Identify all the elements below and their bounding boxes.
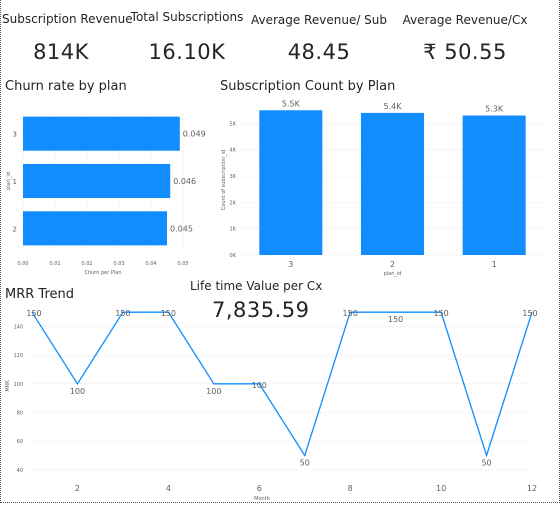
data-label: 150 (343, 309, 358, 318)
kpi-value: ₹ 50.55 (423, 40, 507, 64)
data-label: 150 (161, 309, 176, 318)
y-tick-label: 40 (17, 468, 23, 474)
data-label: 150 (388, 315, 403, 324)
data-label: 150 (115, 309, 130, 318)
x-tick-label: 10 (436, 484, 446, 493)
x-tick-label: 0.04 (145, 261, 156, 267)
bar (462, 115, 526, 256)
y-tick-label: 5K (230, 121, 237, 127)
y-tick-label: 1K (230, 227, 237, 233)
kpi-total-subscriptions[interactable]: Total Subscriptions 16.10K (130, 10, 244, 64)
y-tick-label: 0K (230, 253, 237, 259)
x-tick-label: 1 (492, 260, 497, 269)
y-tick-label: 2K (230, 200, 237, 206)
churn-chart-title: Churn rate by plan (5, 79, 127, 94)
data-label: 5.3K (485, 105, 504, 114)
ltv-title: Life time Value per Cx (190, 279, 323, 293)
x-tick-label: 6 (257, 484, 262, 493)
kpi-label: Average Revenue/ Sub (250, 13, 388, 27)
mrr-chart-title: MRR Trend (5, 287, 74, 302)
data-label: 0.049 (183, 130, 206, 139)
data-label: 150 (522, 309, 537, 318)
kpi-average-revenue-sub[interactable]: Average Revenue/ Sub 48.45 (250, 13, 388, 64)
subscription-count-chart: 0K 1K 2K 3K 4K 5K 5.5K 3 5.4K 2 5.3K 1 plan_id Count … (221, 99, 545, 277)
x-tick-label: 3 (288, 260, 293, 269)
data-label: 150 (26, 309, 41, 318)
x-tick-label: 8 (348, 484, 353, 493)
mrr-line (31, 311, 533, 458)
data-label: 0.046 (173, 177, 196, 186)
bar (23, 211, 167, 246)
x-tick-label: 2 (390, 260, 395, 269)
data-label: 100 (252, 381, 267, 390)
bar (259, 110, 323, 256)
kpi-subscription-revenue[interactable]: Subscription Revenue 814K (2, 12, 133, 64)
x-tick-label: 0.05 (177, 261, 188, 267)
data-label: 50 (300, 459, 310, 468)
y-tick-label: 2 (13, 225, 17, 233)
kpi-value: 16.10K (148, 40, 226, 64)
data-label: 100 (70, 387, 85, 396)
y-tick-label: 120 (13, 353, 23, 359)
y-tick-label: 1 (13, 178, 17, 186)
kpi-value: 814K (33, 40, 89, 64)
bar (360, 112, 425, 255)
ltv-value: 7,835.59 (212, 298, 310, 322)
bar (23, 116, 180, 151)
y-tick-label: 4K (230, 148, 237, 154)
kpi-value: 48.45 (287, 40, 351, 64)
kpi-label: Subscription Revenue (2, 12, 133, 26)
data-label: 50 (481, 459, 491, 468)
data-label: 0.045 (170, 224, 193, 233)
x-tick-label: 0.02 (81, 261, 92, 267)
y-tick-label: 100 (13, 382, 23, 388)
x-axis-title: Churn per Plan (84, 270, 121, 276)
x-tick-label: 0.03 (113, 261, 124, 267)
data-label: 150 (433, 309, 448, 318)
kpi-average-revenue-cx[interactable]: Average Revenue/Cx ₹ 50.55 (400, 13, 530, 64)
y-axis-title: Count of subscription_id (221, 150, 227, 210)
bar (23, 163, 171, 199)
kpi-label: Total Subscriptions (130, 10, 244, 24)
data-label: 5.5K (282, 99, 301, 108)
x-tick-label: 4 (166, 484, 171, 493)
y-tick-label: 140 (13, 325, 23, 331)
x-axis-title: Month (254, 496, 270, 500)
y-axis-title: plan_id (6, 172, 12, 190)
y-tick-label: 3K (230, 174, 237, 180)
churn-rate-chart: 0.00 0.01 0.02 0.03 0.04 0.05 3 0.049 1 0.046 2 0.0… (6, 110, 206, 276)
y-tick-label: 3 (13, 131, 17, 139)
mrr-trend-chart: 40 60 80 100 120 140 2 4 6 8 10 12 150 100 150 150 100 10… (5, 309, 538, 500)
y-tick-label: 60 (17, 439, 23, 445)
x-axis-title: plan_id (384, 271, 402, 277)
kpi-label: Average Revenue/Cx (402, 13, 528, 27)
x-tick-label: 2 (75, 484, 80, 493)
x-tick-label: 12 (527, 484, 537, 493)
data-label: 5.4K (384, 102, 403, 111)
data-label: 100 (206, 387, 221, 396)
x-tick-label: 0.00 (17, 261, 28, 267)
x-tick-label: 0.01 (49, 261, 60, 267)
y-tick-label: 80 (17, 411, 23, 417)
count-chart-title: Subscription Count by Plan (220, 79, 396, 94)
y-axis-title: MRR (5, 380, 11, 392)
